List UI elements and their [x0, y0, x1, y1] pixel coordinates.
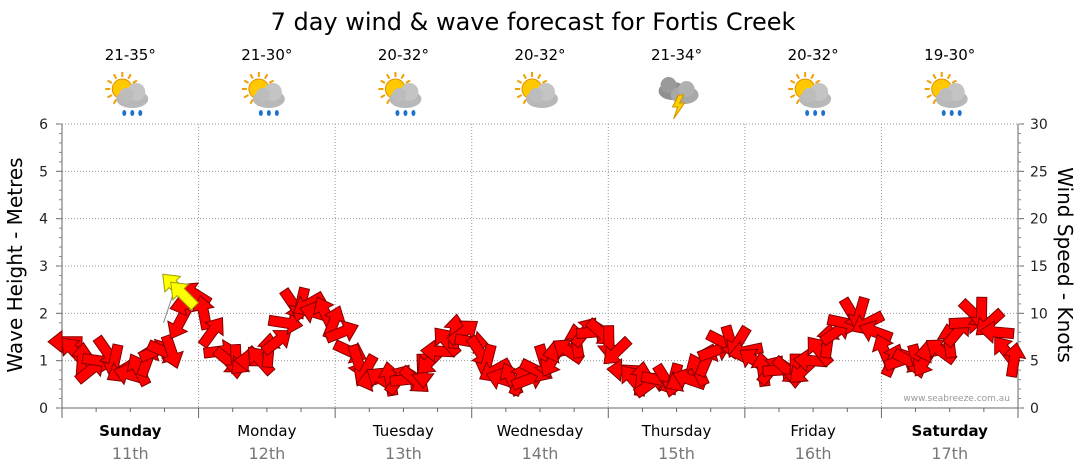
wind-arrows [47, 273, 1027, 399]
sun-cloud-rain-icon [241, 72, 285, 116]
day-name-label: Friday [790, 422, 836, 440]
rain-drops-icon [805, 110, 826, 116]
wind-arrow [267, 311, 304, 336]
day-date-label: 16th [795, 444, 832, 463]
cloud-icon [799, 83, 832, 108]
sun-cloud-rain-icon [378, 72, 422, 116]
day-name-label: Saturday [912, 422, 989, 440]
wind-arrow [1002, 342, 1027, 378]
storm-icon [658, 77, 699, 120]
wind-arrow [260, 330, 292, 357]
temperature-range: 20-32° [514, 46, 565, 64]
day-date-label: 15th [658, 444, 695, 463]
y-right-tick-label: 25 [1030, 164, 1048, 180]
daily-weather: 21-35° 21-30° 20-32° 20-32° 21-34° 20-32° 19-3… [105, 46, 975, 120]
wind-arrow [858, 319, 894, 344]
day-name-label: Sunday [99, 422, 162, 440]
temperature-range: 21-35° [105, 46, 156, 64]
day-date-label: 17th [931, 444, 968, 463]
gust-arrow [170, 281, 200, 311]
sun-cloud-rain-icon [788, 72, 832, 116]
cloud-icon [116, 83, 149, 108]
temperature-range: 19-30° [924, 46, 975, 64]
sun-cloud-rain-icon [924, 72, 968, 116]
temperature-range: 20-32° [788, 46, 839, 64]
chart-title: 7 day wind & wave forecast for Fortis Cr… [271, 8, 796, 36]
day-date-label: 13th [385, 444, 422, 463]
y-left-tick-label: 3 [39, 259, 48, 275]
wind-arrow [197, 317, 224, 349]
day-date-label: 12th [248, 444, 285, 463]
temperature-range: 20-32° [378, 46, 429, 64]
cloud-icon [252, 83, 285, 108]
rain-drops-icon [258, 110, 279, 116]
cloud-icon [526, 83, 558, 108]
y-right-tick-label: 10 [1030, 306, 1048, 322]
credit-text: www.seabreeze.com.au [903, 394, 1010, 404]
y-right-tick-label: 30 [1030, 117, 1048, 133]
day-labels: Sunday 11th Monday 12th Tuesday 13th Wednesday… [99, 422, 988, 463]
temperature-range: 21-34° [651, 46, 702, 64]
wind-arrow [324, 319, 359, 344]
lightning-icon [671, 94, 686, 120]
wind-arrow [603, 335, 633, 365]
y-right-tick-label: 5 [1030, 354, 1039, 370]
wind-arrow [979, 319, 1015, 344]
cloud-icon [389, 83, 422, 108]
y-right-tick-label: 0 [1030, 401, 1039, 417]
y-axis-right-title: Wind Speed - Knots [1053, 167, 1077, 363]
y-left-tick-label: 2 [39, 306, 48, 322]
temperature-range: 21-30° [241, 46, 292, 64]
y-left-tick-label: 6 [39, 117, 48, 133]
axes: 0 1 2 3 4 5 6 0 5 10 15 20 25 30 [39, 117, 1048, 418]
grid-lines [62, 123, 1018, 408]
rain-drops-icon [941, 110, 962, 116]
y-right-tick-label: 20 [1030, 212, 1048, 228]
day-name-label: Wednesday [497, 422, 584, 440]
y-left-tick-label: 0 [39, 401, 48, 417]
wind-arrow [434, 327, 462, 358]
cloud-icon [935, 83, 968, 108]
day-date-label: 11th [112, 444, 149, 463]
rain-drops-icon [395, 110, 416, 116]
day-name-label: Monday [237, 422, 296, 440]
rain-drops-icon [122, 110, 143, 116]
gust-connector [163, 292, 174, 323]
y-left-tick-label: 5 [39, 164, 48, 180]
day-name-label: Thursday [641, 422, 712, 440]
sun-cloud-icon [515, 72, 558, 108]
day-name-label: Tuesday [372, 422, 434, 440]
y-right-tick-label: 15 [1030, 259, 1048, 275]
y-left-tick-label: 4 [39, 212, 48, 228]
wind-arrow [160, 333, 184, 369]
y-left-tick-label: 1 [39, 354, 48, 370]
sun-cloud-rain-icon [105, 72, 149, 116]
day-date-label: 14th [522, 444, 559, 463]
y-axis-left-title: Wave Height - Metres [3, 157, 27, 372]
